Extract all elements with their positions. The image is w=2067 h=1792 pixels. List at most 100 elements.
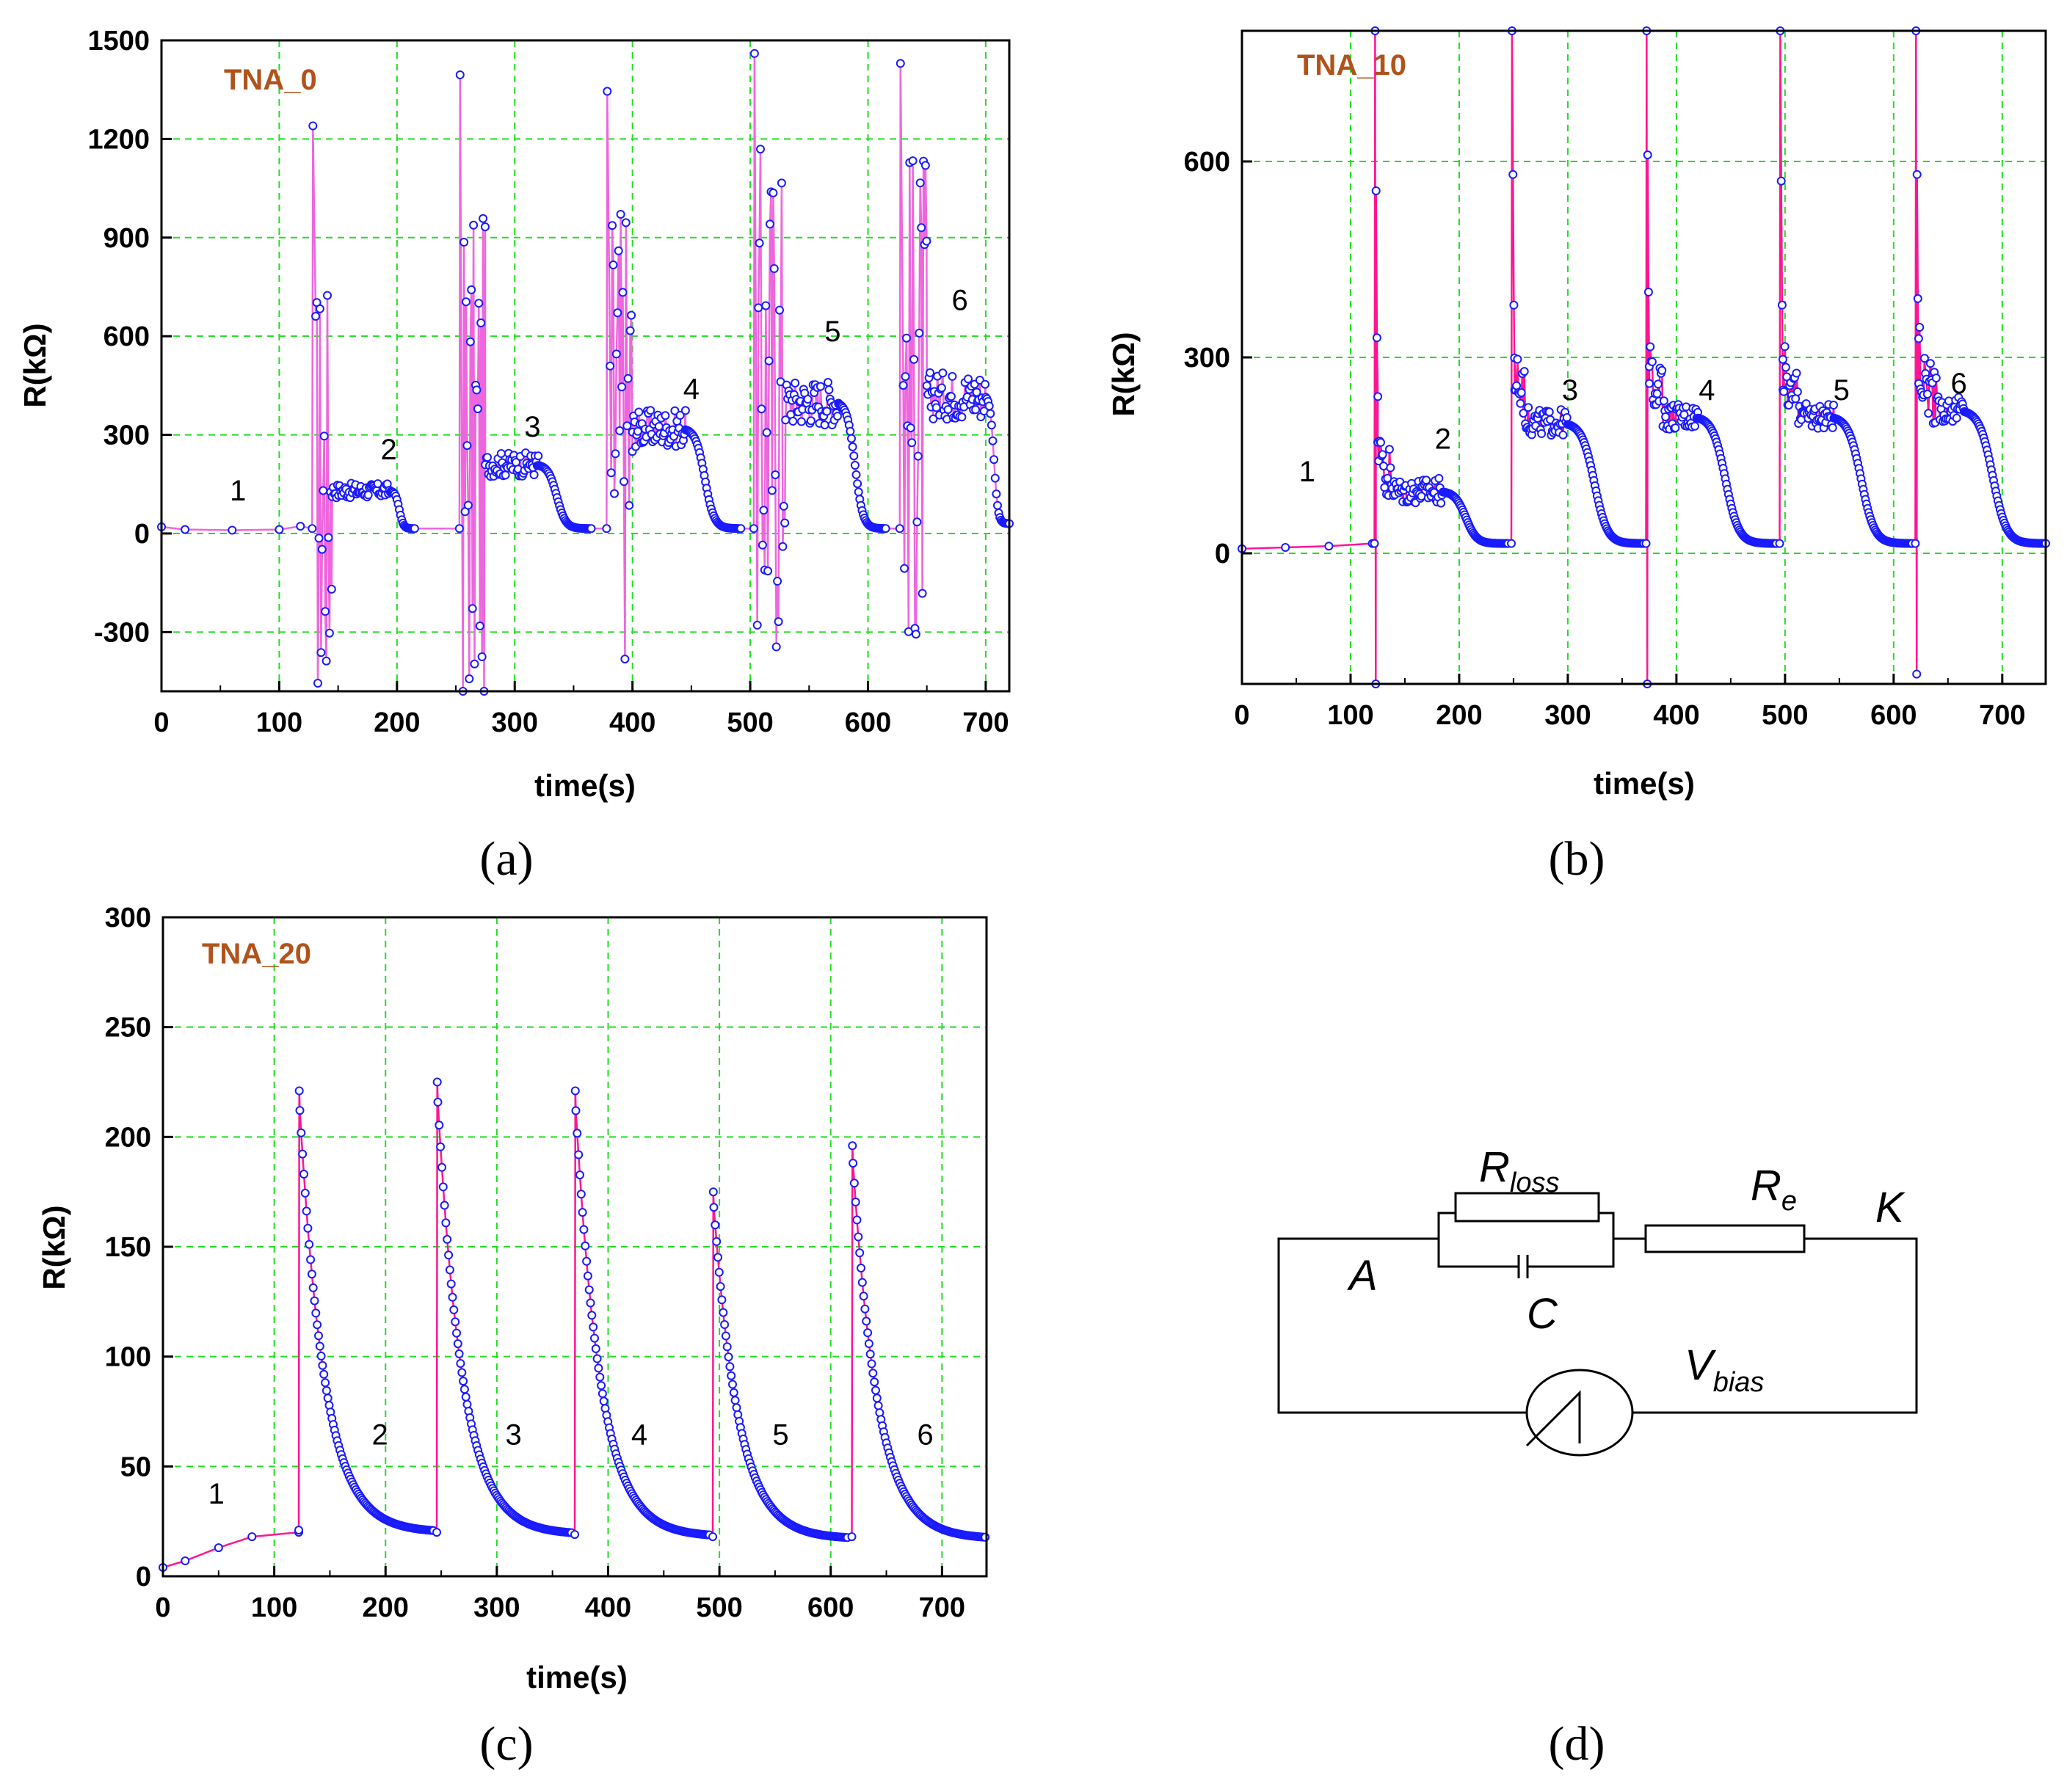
panel-label: (b) — [1549, 832, 1605, 886]
data-point — [1931, 374, 1941, 383]
data-point — [614, 246, 623, 255]
data-point — [313, 1320, 322, 1330]
data-point — [410, 524, 419, 533]
panel-label: (a) — [479, 832, 533, 886]
data-point — [957, 412, 967, 422]
data-point — [578, 1208, 587, 1217]
data-point — [462, 1399, 472, 1409]
data-point — [470, 659, 479, 669]
wire-cap-right — [1527, 1239, 1615, 1268]
y-axis-title: R(kΩ) — [1106, 332, 1141, 416]
data-point — [860, 1304, 870, 1314]
data-point — [501, 470, 510, 480]
data-point — [986, 409, 995, 418]
x-tick-label: 100 — [256, 707, 302, 738]
data-point — [622, 421, 632, 431]
data-point — [1378, 450, 1387, 459]
data-point — [1779, 387, 1789, 396]
data-point — [901, 372, 910, 382]
data-point — [757, 404, 766, 414]
data-point — [454, 524, 464, 533]
panel-c-chart: 0 100 200 300 400 500 600 700 0 50 100 150 200 250 300… — [37, 903, 990, 1771]
data-point — [571, 1106, 581, 1115]
data-point — [1372, 333, 1381, 343]
data-point — [846, 426, 855, 436]
data-point — [1653, 379, 1663, 389]
panel-b-chart: 0 100 200 300 400 500 600 700 0 300 600 1 2 3 4 5 6 TNA… — [1106, 26, 2050, 886]
data-point — [907, 438, 917, 448]
data-point — [675, 411, 685, 420]
series — [1238, 26, 2050, 688]
x-tick-label: 0 — [155, 1592, 170, 1623]
x-tick-label: 700 — [962, 707, 1009, 738]
data-point — [595, 1372, 605, 1382]
data-point — [857, 1278, 867, 1287]
data-point — [583, 1271, 592, 1281]
data-point — [467, 285, 476, 294]
data-point — [448, 1292, 457, 1302]
x-tick-label: 600 — [1870, 700, 1917, 731]
sample-tag: TNA_20 — [202, 938, 311, 970]
data-point — [306, 1255, 316, 1264]
data-point — [579, 1225, 589, 1234]
data-point — [938, 368, 948, 378]
data-point — [615, 426, 625, 435]
data-point — [625, 500, 634, 510]
data-point — [1373, 392, 1383, 401]
data-point — [590, 1333, 599, 1343]
data-point — [611, 349, 621, 359]
data-point — [1777, 300, 1787, 310]
data-point — [778, 542, 788, 551]
data-point — [610, 489, 619, 498]
data-point — [474, 299, 484, 308]
data-point — [1434, 473, 1444, 483]
data-point — [713, 1253, 722, 1262]
data-point — [363, 490, 373, 500]
r-loss-subscript: loss — [1510, 1168, 1560, 1198]
data-point — [529, 470, 539, 479]
y-tick-label: 50 — [120, 1452, 151, 1482]
data-point — [857, 1264, 865, 1272]
data-point — [767, 486, 777, 495]
data-point — [297, 1128, 306, 1137]
data-point — [586, 1298, 595, 1308]
x-tick-label: 300 — [492, 707, 538, 738]
data-point — [1792, 368, 1801, 378]
segment-label: 2 — [372, 1418, 388, 1451]
data-point — [1516, 398, 1525, 408]
data-point — [1544, 407, 1554, 417]
data-point — [462, 297, 471, 307]
data-point — [992, 489, 1001, 499]
segment-label: 4 — [1699, 374, 1715, 407]
data-point — [617, 382, 627, 392]
data-point — [310, 1296, 319, 1305]
data-point — [646, 406, 655, 415]
series — [159, 1077, 990, 1572]
axis-ticks: 0 100 200 300 400 500 600 700 -300 0 300 600 900 1200… — [87, 26, 1009, 738]
data-point — [815, 382, 825, 391]
data-point — [988, 436, 998, 445]
data-point — [570, 1530, 579, 1540]
data-point — [298, 1149, 308, 1159]
data-point — [1524, 403, 1533, 412]
data-point — [847, 1532, 857, 1542]
data-point — [862, 1316, 871, 1326]
data-point — [773, 577, 782, 586]
x-tick-label: 400 — [1653, 700, 1699, 731]
x-tick-label: 0 — [153, 707, 169, 738]
v-bias-subscript: bias — [1713, 1367, 1765, 1398]
data-point — [929, 414, 938, 423]
data-point — [599, 1396, 609, 1406]
x-tick-label: 500 — [727, 707, 773, 738]
x-tick-label: 500 — [1762, 700, 1808, 731]
data-point — [848, 442, 857, 451]
data-point — [452, 1328, 461, 1338]
data-point — [457, 1368, 467, 1377]
data-point — [477, 652, 487, 661]
y-tick-label: 600 — [103, 321, 150, 352]
data-point — [849, 1179, 859, 1188]
data-point — [463, 500, 473, 510]
data-point — [896, 59, 905, 68]
data-point — [597, 1381, 606, 1391]
data-point — [708, 1532, 717, 1542]
